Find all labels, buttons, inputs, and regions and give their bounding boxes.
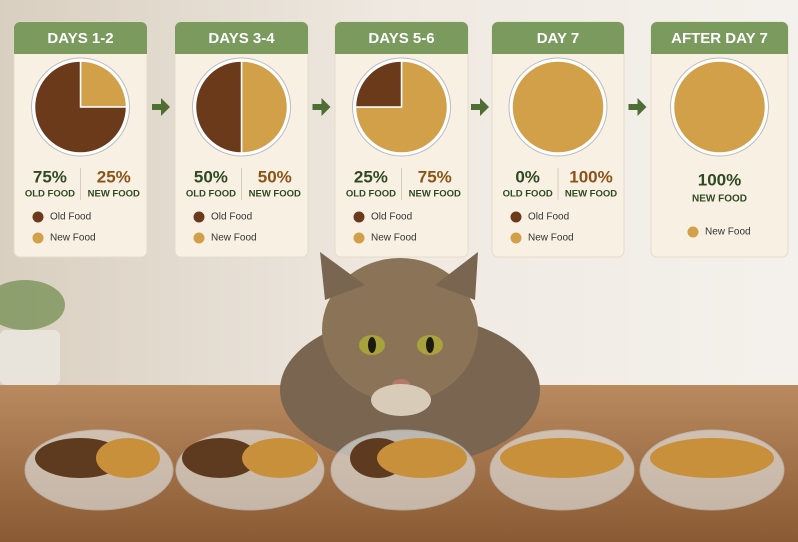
plant [0,280,65,385]
legend-swatch [32,232,44,244]
arrow [312,98,331,116]
legend-swatch [193,232,205,244]
pie-slice [672,60,767,154]
bowls [24,429,785,511]
pie-slice [194,60,243,154]
new-caption: NEW FOOD [565,189,617,200]
pie-slice [79,60,128,108]
legend-label: Old Food [50,212,91,223]
new-percent: 25% [97,167,131,186]
legend-label: New Food [371,233,417,244]
bowl [24,429,174,511]
legend-label: Old Food [528,212,569,223]
old-caption: OLD FOOD [25,189,75,200]
new-percent: 100% [698,170,741,189]
card-title: AFTER DAY 7 [671,30,768,47]
legend-swatch [32,211,44,223]
legend-swatch [687,226,699,238]
old-percent: 75% [33,167,67,186]
legend-label: New Food [50,233,96,244]
old-caption: OLD FOOD [186,189,236,200]
new-percent: 50% [258,167,292,186]
arrow [628,98,647,116]
new-caption: NEW FOOD [692,194,747,205]
old-caption: OLD FOOD [346,189,396,200]
pie-slice [354,60,403,108]
legend-swatch [510,232,522,244]
arrow [471,98,489,116]
stage-card: DAYS 3-4 50% OLD FOOD 50% NEW FOOD Old Food Ne… [174,21,309,258]
stage-card: DAYS 1-2 75% OLD FOOD 25% NEW FOOD Old Food Ne… [13,21,148,258]
pie-slice [240,60,289,154]
old-caption: OLD FOOD [503,189,553,200]
card-header [651,22,788,54]
stage-card: AFTER DAY 7 100% NEW FOOD New Food [650,21,789,258]
new-caption: NEW FOOD [249,189,301,200]
legend-swatch [510,211,522,223]
card-title: DAY 7 [537,30,580,47]
arrow [152,98,170,116]
bowl [639,429,785,511]
legend-swatch [353,232,365,244]
legend-swatch [353,211,365,223]
new-percent: 100% [569,167,612,186]
pie-slice [33,60,128,154]
bowl [175,429,325,511]
legend-label: New Food [705,227,751,238]
card-title: DAYS 3-4 [208,30,275,47]
card-title: DAYS 1-2 [47,30,113,47]
stage-card: DAY 7 0% OLD FOOD 100% NEW FOOD Old Food New F… [491,21,625,258]
stage-card: DAYS 5-6 25% OLD FOOD 75% NEW FOOD Old Food Ne… [334,21,469,258]
bowl [330,429,476,511]
old-percent: 50% [194,167,228,186]
new-percent: 75% [418,167,452,186]
card-header [492,22,624,54]
card-header [175,22,308,54]
card-header [14,22,147,54]
old-percent: 25% [354,167,388,186]
cards: DAYS 1-2 75% OLD FOOD 25% NEW FOOD Old Food Ne… [13,21,789,258]
pie-slice [511,60,605,154]
legend-swatch [193,211,205,223]
legend-label: New Food [211,233,257,244]
card-title: DAYS 5-6 [368,30,434,47]
legend-label: Old Food [211,212,252,223]
legend-label: Old Food [371,212,412,223]
bowl [489,429,635,511]
new-caption: NEW FOOD [409,189,461,200]
legend-label: New Food [528,233,574,244]
new-caption: NEW FOOD [88,189,140,200]
old-percent: 0% [515,167,540,186]
cat [280,252,540,465]
card-header [335,22,468,54]
